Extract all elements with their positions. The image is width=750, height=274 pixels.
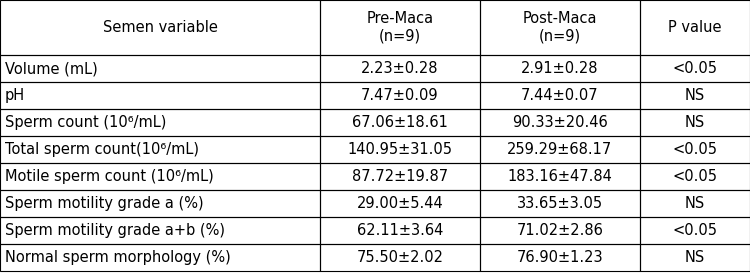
Text: Motile sperm count (10⁶/mL): Motile sperm count (10⁶/mL) [5,169,214,184]
Text: Sperm motility grade a (%): Sperm motility grade a (%) [5,196,203,211]
Text: P value: P value [668,20,722,35]
Text: pH: pH [5,88,26,103]
Text: Pre-Maca
(n=9): Pre-Maca (n=9) [367,11,434,44]
Bar [320,163,480,190]
Text: 87.72±19.87: 87.72±19.87 [352,169,448,184]
Text: 2.23±0.28: 2.23±0.28 [362,61,439,76]
Bar [320,217,480,244]
Text: NS: NS [685,250,705,265]
Text: Normal sperm morphology (%): Normal sperm morphology (%) [5,250,231,265]
Bar [480,163,640,190]
Text: 259.29±68.17: 259.29±68.17 [507,142,613,157]
Bar [480,136,640,163]
Text: 33.65±3.05: 33.65±3.05 [517,196,603,211]
Text: Post-Maca
(n=9): Post-Maca (n=9) [523,11,597,44]
Text: 90.33±20.46: 90.33±20.46 [512,115,608,130]
Bar [640,55,750,82]
Bar [320,109,480,136]
Text: 140.95±31.05: 140.95±31.05 [347,142,452,157]
Bar [480,190,640,217]
Bar [640,0,750,55]
Bar [0,109,320,136]
Bar [0,55,320,82]
Bar [320,0,480,55]
Bar [480,55,640,82]
Bar [320,82,480,109]
Text: <0.05: <0.05 [673,223,718,238]
Text: Sperm count (10⁶/mL): Sperm count (10⁶/mL) [5,115,166,130]
Bar [480,244,640,271]
Bar [320,55,480,82]
Bar [320,136,480,163]
Bar [480,0,640,55]
Bar [640,244,750,271]
Text: NS: NS [685,115,705,130]
Text: 2.91±0.28: 2.91±0.28 [521,61,599,76]
Bar [640,190,750,217]
Text: 7.44±0.07: 7.44±0.07 [521,88,599,103]
Bar [480,82,640,109]
Text: 7.47±0.09: 7.47±0.09 [362,88,439,103]
Text: 76.90±1.23: 76.90±1.23 [517,250,603,265]
Text: <0.05: <0.05 [673,142,718,157]
Bar [0,82,320,109]
Text: 75.50±2.02: 75.50±2.02 [356,250,443,265]
Bar [640,82,750,109]
Bar [320,190,480,217]
Text: NS: NS [685,88,705,103]
Bar [0,190,320,217]
Text: Semen variable: Semen variable [103,20,218,35]
Text: <0.05: <0.05 [673,169,718,184]
Text: 71.02±2.86: 71.02±2.86 [517,223,604,238]
Text: <0.05: <0.05 [673,61,718,76]
Text: 62.11±3.64: 62.11±3.64 [357,223,443,238]
Bar [0,0,320,55]
Bar [640,217,750,244]
Bar [0,244,320,271]
Bar [320,244,480,271]
Text: 183.16±47.84: 183.16±47.84 [508,169,613,184]
Text: Sperm motility grade a+b (%): Sperm motility grade a+b (%) [5,223,225,238]
Bar [640,136,750,163]
Bar [640,109,750,136]
Text: 67.06±18.61: 67.06±18.61 [352,115,448,130]
Text: Total sperm count(10⁶/mL): Total sperm count(10⁶/mL) [5,142,199,157]
Text: Volume (mL): Volume (mL) [5,61,98,76]
Bar [0,163,320,190]
Bar [480,109,640,136]
Bar [0,217,320,244]
Bar [640,163,750,190]
Bar [480,217,640,244]
Bar [0,136,320,163]
Text: NS: NS [685,196,705,211]
Text: 29.00±5.44: 29.00±5.44 [357,196,443,211]
